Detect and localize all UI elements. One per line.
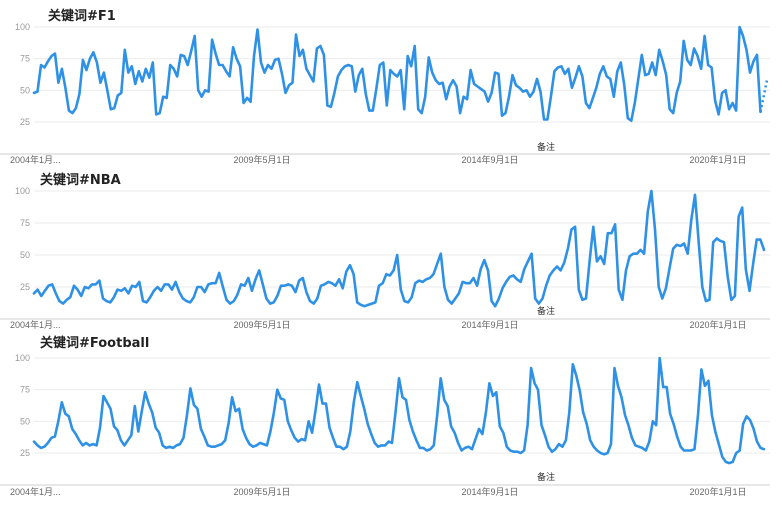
x-tick-label: 2004年1月... — [10, 486, 61, 497]
x-tick-label: 2014年9月1日 — [461, 154, 518, 165]
chart-panel-3: 关键词#Football 100 75 50 25 2004年1月... 2009年5月1日… — [0, 335, 770, 497]
y-tick-label: 50 — [20, 85, 30, 95]
notes-label[interactable]: 备注 — [537, 305, 555, 317]
x-tick-label: 2004年1月... — [10, 154, 61, 165]
partial-data-segment — [759, 79, 769, 113]
chart-title: 关键词#F1 — [48, 8, 116, 24]
y-tick-label: 100 — [15, 186, 30, 196]
notes-label[interactable]: 备注 — [537, 471, 555, 483]
chart-title: 关键词#Football — [40, 335, 149, 351]
chart-panel-1: 关键词#F1 100 75 50 25 2004年1月... 2009年5月1日 2014年9… — [0, 8, 770, 165]
x-tick-label: 2020年1月1日 — [689, 154, 746, 165]
x-tick-label: 2014年9月1日 — [461, 486, 518, 497]
y-tick-label: 75 — [20, 54, 30, 64]
y-tick-label: 100 — [15, 353, 30, 363]
series-line — [32, 189, 766, 308]
series-line — [32, 356, 766, 465]
y-tick-label: 25 — [20, 448, 30, 458]
y-tick-label: 50 — [20, 416, 30, 426]
x-tick-label: 2020年1月1日 — [689, 486, 746, 497]
series-line — [32, 25, 762, 122]
x-tick-label: 2004年1月... — [10, 319, 61, 330]
notes-label[interactable]: 备注 — [537, 141, 555, 153]
chart-panel-2: 关键词#NBA 100 75 50 25 2004年1月... 2009年5月1日 2014年… — [0, 172, 770, 330]
x-tick-label: 2014年9月1日 — [461, 319, 518, 330]
y-tick-label: 75 — [20, 385, 30, 395]
x-tick-label: 2009年5月1日 — [233, 319, 290, 330]
chart-title: 关键词#NBA — [40, 172, 121, 188]
y-tick-label: 25 — [20, 117, 30, 127]
y-tick-label: 25 — [20, 282, 30, 292]
y-tick-label: 75 — [20, 218, 30, 228]
x-tick-label: 2009年5月1日 — [233, 154, 290, 165]
y-tick-label: 100 — [15, 22, 30, 32]
y-tick-label: 50 — [20, 250, 30, 260]
x-tick-label: 2020年1月1日 — [689, 319, 746, 330]
x-tick-label: 2009年5月1日 — [233, 486, 290, 497]
